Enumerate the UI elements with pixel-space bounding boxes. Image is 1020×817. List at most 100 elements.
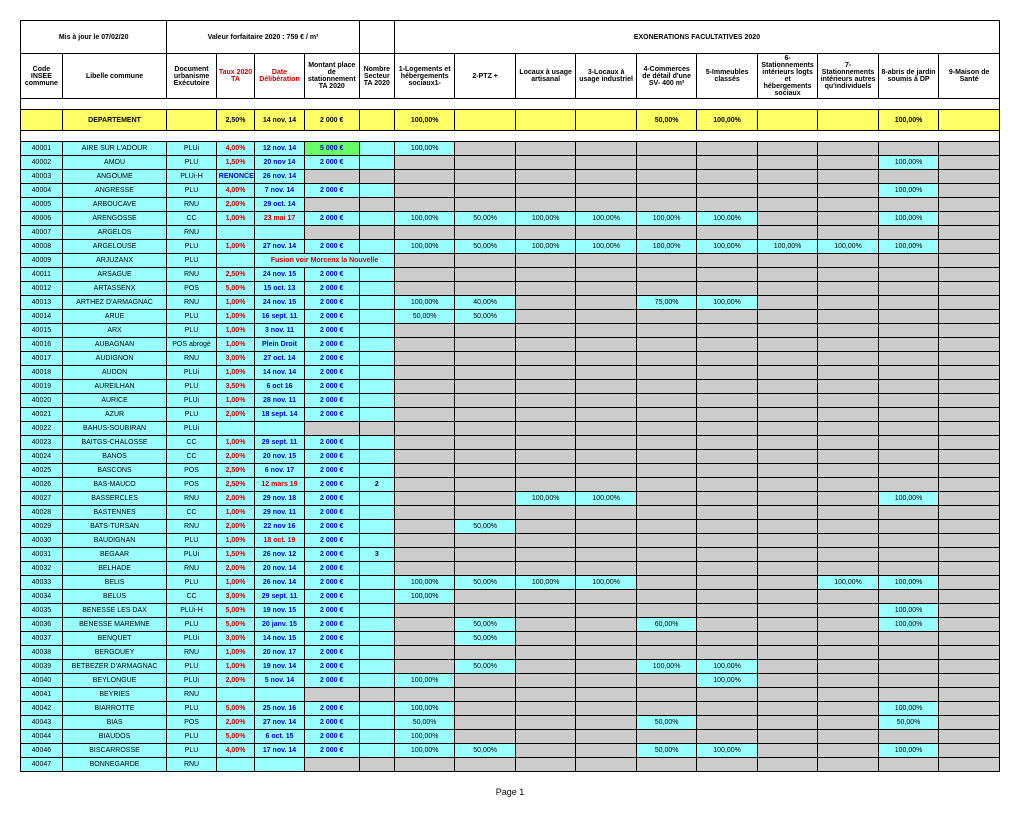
cell bbox=[878, 394, 938, 408]
cell: 2 000 € bbox=[304, 660, 359, 674]
cell: 100,00% bbox=[515, 212, 575, 226]
cell bbox=[636, 562, 696, 576]
cell: BELIS bbox=[62, 576, 166, 590]
cell bbox=[757, 380, 817, 394]
cell bbox=[359, 534, 394, 548]
cell bbox=[576, 394, 636, 408]
cell bbox=[757, 590, 817, 604]
cell bbox=[757, 758, 817, 772]
cell bbox=[757, 716, 817, 730]
cell: 1,00% bbox=[216, 296, 254, 310]
cell: 2 000 € bbox=[304, 184, 359, 198]
cell bbox=[757, 632, 817, 646]
cell: BISCARROSSE bbox=[62, 744, 166, 758]
cell: 2 000 € bbox=[304, 436, 359, 450]
cell bbox=[636, 352, 696, 366]
cell bbox=[939, 212, 1000, 226]
cell bbox=[359, 170, 394, 184]
cell bbox=[939, 436, 1000, 450]
cell bbox=[515, 660, 575, 674]
cell bbox=[576, 170, 636, 184]
cell: 1,00% bbox=[216, 576, 254, 590]
cell bbox=[939, 324, 1000, 338]
cell: PLU bbox=[167, 660, 216, 674]
cell bbox=[818, 464, 878, 478]
cell: 75,00% bbox=[636, 296, 696, 310]
cell: 2 bbox=[359, 478, 394, 492]
cell: 2 000 € bbox=[304, 590, 359, 604]
cell bbox=[757, 282, 817, 296]
cell bbox=[359, 464, 394, 478]
cell: 14 nov. 14 bbox=[255, 366, 304, 380]
cell bbox=[455, 282, 515, 296]
cell: 100,00% bbox=[394, 296, 454, 310]
cell: 2 000 € bbox=[304, 632, 359, 646]
table-row: 40003ANGOUMEPLUi-HRENONCE26 nov. 14 bbox=[21, 170, 1000, 184]
cell bbox=[636, 366, 696, 380]
cell: 40024 bbox=[21, 450, 63, 464]
cell bbox=[878, 170, 938, 184]
cell: 40032 bbox=[21, 562, 63, 576]
cell bbox=[394, 604, 454, 618]
cell bbox=[757, 170, 817, 184]
cell bbox=[818, 688, 878, 702]
cell: POS bbox=[167, 464, 216, 478]
cell: 100,00% bbox=[878, 604, 938, 618]
cell bbox=[818, 436, 878, 450]
cell bbox=[697, 604, 757, 618]
cell bbox=[359, 632, 394, 646]
cell: 6 nov. 17 bbox=[255, 464, 304, 478]
cell bbox=[255, 688, 304, 702]
cell bbox=[878, 562, 938, 576]
cell bbox=[576, 226, 636, 240]
cell: 1,00% bbox=[216, 338, 254, 352]
cell bbox=[394, 506, 454, 520]
cell bbox=[359, 604, 394, 618]
cell: 1,00% bbox=[216, 394, 254, 408]
cell bbox=[636, 590, 696, 604]
cell bbox=[636, 380, 696, 394]
cell: CC bbox=[167, 506, 216, 520]
cell bbox=[359, 688, 394, 702]
cell: 2,00% bbox=[216, 450, 254, 464]
table-row: 40047BONNEGARDERNU bbox=[21, 758, 1000, 772]
cell bbox=[576, 520, 636, 534]
cell bbox=[818, 674, 878, 688]
cell: 2,50% bbox=[216, 478, 254, 492]
cell bbox=[818, 660, 878, 674]
cell bbox=[757, 156, 817, 170]
cell: 2 000 € bbox=[304, 338, 359, 352]
cell bbox=[757, 324, 817, 338]
valeur-forfait: Valeur forfaitaire 2020 : 759 € / m² bbox=[167, 21, 359, 54]
cell bbox=[394, 478, 454, 492]
cell: 40042 bbox=[21, 702, 63, 716]
cell bbox=[576, 716, 636, 730]
cell: 2 000 € bbox=[304, 324, 359, 338]
dept-blank bbox=[576, 110, 636, 131]
cell bbox=[818, 226, 878, 240]
table-row: 40029BATS-TURSANRNU2,00%22 nov 162 000 €… bbox=[21, 520, 1000, 534]
cell bbox=[818, 604, 878, 618]
cell bbox=[455, 604, 515, 618]
cell: 29 nov. 18 bbox=[255, 492, 304, 506]
cell bbox=[455, 422, 515, 436]
cell: 40020 bbox=[21, 394, 63, 408]
dept-blank bbox=[939, 110, 1000, 131]
cell bbox=[697, 618, 757, 632]
cell bbox=[939, 562, 1000, 576]
cell bbox=[818, 366, 878, 380]
cell bbox=[818, 646, 878, 660]
cell: 40014 bbox=[21, 310, 63, 324]
cell bbox=[697, 352, 757, 366]
cell: 4,00% bbox=[216, 142, 254, 156]
table-row: 40015ARXPLU1,00%3 nov. 112 000 € bbox=[21, 324, 1000, 338]
cell bbox=[939, 548, 1000, 562]
cell bbox=[878, 142, 938, 156]
cell bbox=[359, 520, 394, 534]
table-row: 40033BELISPLU1,00%26 nov. 142 000 €100,0… bbox=[21, 576, 1000, 590]
col-doc: Document urbanisme Exécutoire bbox=[167, 54, 216, 99]
cell bbox=[757, 450, 817, 464]
cell bbox=[576, 296, 636, 310]
cell: BASTENNES bbox=[62, 506, 166, 520]
cell: BENQUET bbox=[62, 632, 166, 646]
